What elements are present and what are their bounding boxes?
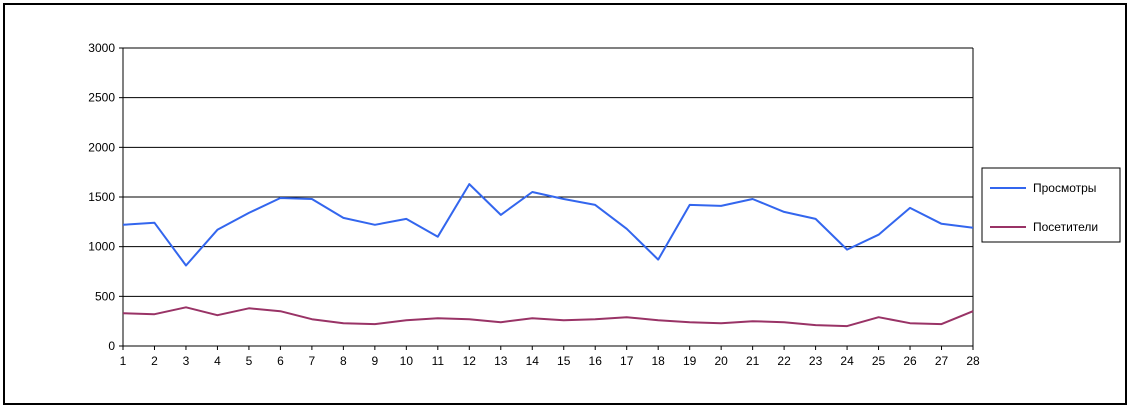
legend-box bbox=[981, 167, 1121, 243]
x-tick-label: 25 bbox=[872, 354, 886, 368]
y-tick-label: 1000 bbox=[88, 240, 115, 254]
series-line-2 bbox=[122, 306, 974, 328]
y-tick-label: 2000 bbox=[88, 140, 115, 154]
series-line-1 bbox=[122, 183, 974, 267]
x-tick-label: 8 bbox=[340, 354, 347, 368]
axes bbox=[119, 47, 974, 350]
x-tick-label: 21 bbox=[746, 354, 760, 368]
x-tick-label: 10 bbox=[400, 354, 414, 368]
x-tick-label: 16 bbox=[589, 354, 603, 368]
y-tick-label: 2500 bbox=[88, 91, 115, 105]
x-axis-tick-labels: 1 2 3 4 5 6 7 8 9 10 11 12 13 14 15 16 17 18 19 20 21 22 23 24 2… bbox=[120, 354, 980, 368]
x-tick-label: 22 bbox=[777, 354, 791, 368]
series-lines bbox=[122, 183, 974, 328]
x-tick-label: 14 bbox=[526, 354, 540, 368]
x-tick-label: 2 bbox=[151, 354, 158, 368]
x-tick-label: 17 bbox=[620, 354, 634, 368]
x-tick-label: 5 bbox=[246, 354, 253, 368]
x-tick-label: 7 bbox=[309, 354, 316, 368]
chart-frame bbox=[3, 3, 1127, 405]
x-tick-label: 19 bbox=[683, 354, 697, 368]
x-tick-label: 24 bbox=[840, 354, 854, 368]
x-tick-label: 6 bbox=[277, 354, 284, 368]
y-tick-label: 3000 bbox=[88, 41, 115, 55]
x-tick-label: 12 bbox=[463, 354, 477, 368]
legend-label-2: Посетители bbox=[1033, 220, 1098, 234]
x-tick-label: 3 bbox=[183, 354, 190, 368]
y-tick-label: 500 bbox=[95, 289, 115, 303]
y-tick-label: 0 bbox=[108, 339, 115, 353]
gridlines bbox=[123, 47, 973, 297]
x-tick-label: 28 bbox=[966, 354, 980, 368]
x-tick-label: 18 bbox=[652, 354, 666, 368]
legend-label-1: Просмотры bbox=[1033, 181, 1096, 195]
x-tick-label: 11 bbox=[432, 354, 445, 368]
x-tick-label: 13 bbox=[494, 354, 508, 368]
x-tick-label: 23 bbox=[809, 354, 823, 368]
x-tick-label: 4 bbox=[214, 354, 221, 368]
x-tick-label: 15 bbox=[557, 354, 571, 368]
x-tick-label: 9 bbox=[372, 354, 379, 368]
x-tick-label: 27 bbox=[935, 354, 949, 368]
x-tick-label: 26 bbox=[903, 354, 917, 368]
x-tick-label: 1 bbox=[120, 354, 127, 368]
x-tick-label: 20 bbox=[714, 354, 728, 368]
y-axis-tick-labels: 0 500 1000 1500 2000 2500 3000 bbox=[88, 41, 115, 353]
legend: Просмотры Посетители bbox=[981, 167, 1121, 243]
y-tick-label: 1500 bbox=[88, 190, 115, 204]
